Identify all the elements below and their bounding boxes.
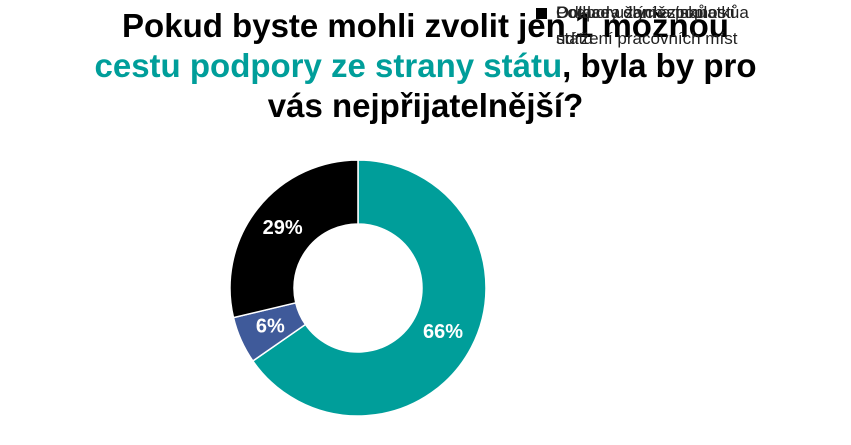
- donut-slice: [229, 159, 359, 319]
- title-line: cestu podpory ze strany státu, byla by p…: [0, 46, 851, 86]
- data-label: 66%: [423, 321, 463, 343]
- title-text: cestu podpory ze strany státu: [94, 47, 563, 84]
- legend-label: Podpora zaměstnanosti a udržení pracovní…: [556, 3, 749, 48]
- donut-slice: [251, 159, 487, 417]
- title-text: Pokud byste mohli zvolit jen 1 možnou: [122, 7, 729, 44]
- legend-label: Dotace ušlých zisků: [556, 3, 707, 22]
- legend-swatch: [536, 8, 547, 19]
- title-text: , byla by pro: [562, 47, 757, 84]
- title-text: vás nejpřijatelnější?: [267, 87, 584, 124]
- chart-title: Pokud byste mohli zvolit jen 1 možnou ces…: [0, 6, 851, 126]
- title-line: Pokud byste mohli zvolit jen 1 možnou: [0, 6, 851, 46]
- data-label: 6%: [256, 315, 285, 337]
- legend-label: Odklady daní a poplatků státu: [556, 3, 740, 48]
- title-line: vás nejpřijatelnější?: [0, 86, 851, 126]
- data-label: 29%: [263, 217, 303, 239]
